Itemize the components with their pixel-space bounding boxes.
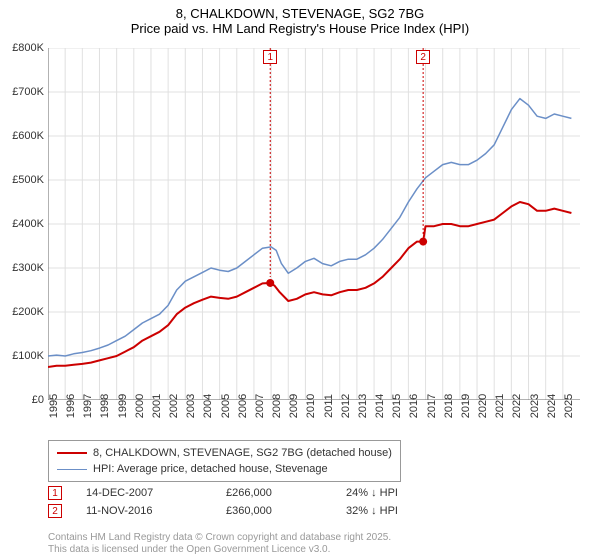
x-tick-label: 2014 — [374, 394, 386, 418]
legend: 8, CHALKDOWN, STEVENAGE, SG2 7BG (detach… — [48, 440, 401, 482]
chart-title-line1: 8, CHALKDOWN, STEVENAGE, SG2 7BG — [0, 6, 600, 21]
x-tick-label: 1997 — [82, 394, 94, 418]
x-tick-label: 1996 — [65, 394, 77, 418]
y-tick-label: £200K — [12, 306, 44, 318]
y-tick-label: £300K — [12, 262, 44, 274]
chart-marker-badge: 1 — [263, 50, 277, 64]
y-tick-label: £400K — [12, 218, 44, 230]
y-tick-label: £800K — [12, 42, 44, 54]
x-tick-label: 2020 — [477, 394, 489, 418]
marker-delta: 32% ↓ HPI — [346, 505, 466, 517]
x-tick-label: 2018 — [443, 394, 455, 418]
marker-date: 11-NOV-2016 — [86, 505, 226, 517]
marker-info-row: 1 14-DEC-2007£266,00024% ↓ HPI — [48, 484, 466, 502]
chart-title-block: 8, CHALKDOWN, STEVENAGE, SG2 7BG Price p… — [0, 0, 600, 38]
x-tick-label: 2013 — [357, 394, 369, 418]
legend-label: HPI: Average price, detached house, Stev… — [93, 461, 328, 477]
legend-row: 8, CHALKDOWN, STEVENAGE, SG2 7BG (detach… — [57, 445, 392, 461]
x-tick-label: 2007 — [254, 394, 266, 418]
x-tick-label: 1998 — [99, 394, 111, 418]
x-tick-label: 2002 — [168, 394, 180, 418]
marker-info-row: 2 11-NOV-2016£360,00032% ↓ HPI — [48, 502, 466, 520]
y-tick-label: £600K — [12, 130, 44, 142]
marker-price: £266,000 — [226, 487, 346, 499]
x-tick-label: 2005 — [220, 394, 232, 418]
x-tick-label: 2021 — [494, 394, 506, 418]
marker-date: 14-DEC-2007 — [86, 487, 226, 499]
x-tick-label: 2011 — [323, 394, 335, 418]
x-tick-label: 1999 — [117, 394, 129, 418]
x-tick-label: 2000 — [134, 394, 146, 418]
marker-delta: 24% ↓ HPI — [346, 487, 466, 499]
x-tick-label: 2001 — [151, 394, 163, 418]
x-tick-label: 1995 — [48, 394, 60, 418]
x-tick-label: 2017 — [426, 394, 438, 418]
marker-badge: 2 — [48, 504, 62, 518]
legend-swatch — [57, 452, 87, 454]
chart-title-line2: Price paid vs. HM Land Registry's House … — [0, 21, 600, 36]
x-tick-label: 2016 — [408, 394, 420, 418]
marker-table: 1 14-DEC-2007£266,00024% ↓ HPI 2 11-NOV-201… — [48, 484, 466, 520]
x-tick-label: 2025 — [563, 394, 575, 418]
x-tick-label: 2012 — [340, 394, 352, 418]
x-tick-label: 2003 — [185, 394, 197, 418]
y-tick-label: £100K — [12, 350, 44, 362]
marker-price: £360,000 — [226, 505, 346, 517]
x-tick-label: 2009 — [288, 394, 300, 418]
x-tick-label: 2006 — [237, 394, 249, 418]
y-axis: £0£100K£200K£300K£400K£500K£600K£700K£80… — [0, 48, 46, 400]
y-tick-label: £500K — [12, 174, 44, 186]
footer-line2: This data is licensed under the Open Gov… — [48, 544, 391, 556]
chart-marker-badge: 2 — [416, 50, 430, 64]
x-tick-label: 2022 — [511, 394, 523, 418]
x-tick-label: 2010 — [305, 394, 317, 418]
footer-attribution: Contains HM Land Registry data © Crown c… — [48, 532, 391, 556]
footer-line1: Contains HM Land Registry data © Crown c… — [48, 532, 391, 544]
x-tick-label: 2024 — [546, 394, 558, 418]
x-tick-label: 2019 — [460, 394, 472, 418]
chart-svg — [48, 48, 580, 400]
x-tick-label: 2008 — [271, 394, 283, 418]
marker-badge: 1 — [48, 486, 62, 500]
x-tick-label: 2023 — [529, 394, 541, 418]
y-tick-label: £0 — [32, 394, 44, 406]
x-tick-label: 2015 — [391, 394, 403, 418]
x-axis: 1995199619971998199920002001200220032004… — [48, 402, 580, 442]
y-tick-label: £700K — [12, 86, 44, 98]
x-tick-label: 2004 — [202, 394, 214, 418]
legend-label: 8, CHALKDOWN, STEVENAGE, SG2 7BG (detach… — [93, 445, 392, 461]
legend-swatch — [57, 469, 87, 470]
legend-row: HPI: Average price, detached house, Stev… — [57, 461, 392, 477]
chart-plot-area: 12 — [48, 48, 580, 400]
